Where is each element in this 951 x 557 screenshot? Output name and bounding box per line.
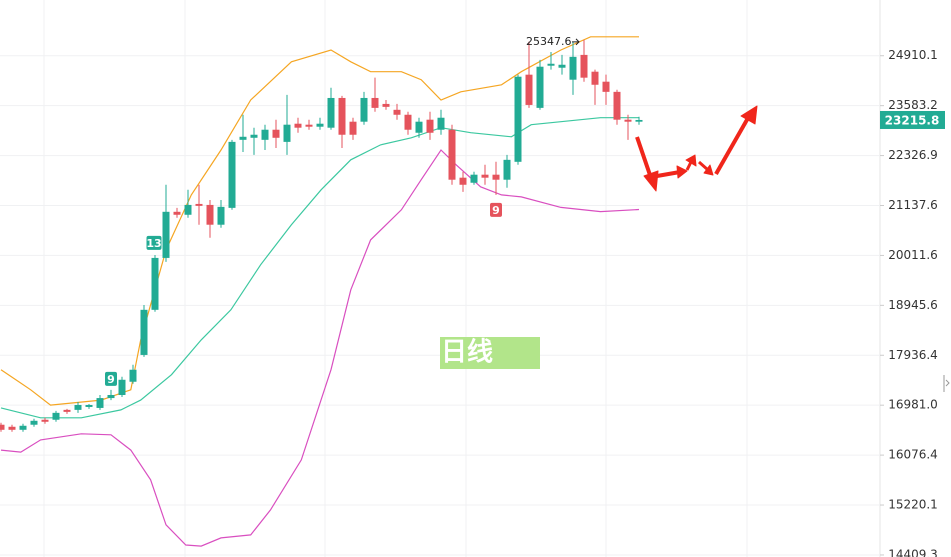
candle-body [118,379,126,395]
last-price: 23215.8 [885,113,940,127]
y-tick-label: 18945.6 [888,298,938,312]
candle-body [558,64,566,68]
candle-body [250,134,258,138]
candle-body [415,121,423,133]
max-label: 25347.6 [526,35,572,48]
marker-label: 9 [492,204,500,217]
candle-body [602,81,610,92]
arrow-head [643,170,659,192]
marker-tag [146,235,162,250]
arrow-line [714,117,750,175]
candle-body [19,425,27,430]
candle-body [305,124,313,127]
candle-body [272,129,280,138]
arrow-head [740,105,758,125]
max-arrow [572,38,580,46]
candle-body [349,121,357,135]
candle-body [184,204,192,215]
candle-body [481,174,489,178]
marker-label: 9 [107,373,115,386]
candle-body [327,97,335,128]
candle-body [261,129,269,140]
y-tick-label: 23583.2 [888,98,938,112]
drawn-arrows [635,105,758,192]
candle-body [492,174,500,180]
candle-body [547,63,555,66]
candle-body [470,174,478,183]
candle-body [217,206,225,225]
candle-body [382,103,390,107]
candle-body [283,124,291,142]
candle-body [536,66,544,108]
y-tick-label: 16076.4 [888,448,938,462]
candle-body [41,419,49,422]
candle-body [393,109,401,115]
candle-body [85,404,93,407]
y-tick-label: 15220.1 [888,498,938,512]
candle-body [8,426,16,430]
arrow-head [685,154,697,167]
candle-body [96,398,104,408]
candle-body [635,119,643,122]
candle-body [514,76,522,162]
y-tick-label: 22326.9 [888,148,938,162]
y-tick-label: 24910.1 [888,48,938,62]
candle-body [107,394,115,399]
candle-body [503,159,511,180]
candle-body [459,177,467,185]
y-tick-label: 14409.3 [888,547,938,557]
y-tick-label: 16981.0 [888,398,938,412]
marker-tag [105,371,117,386]
candle-body [52,412,60,420]
candle-body [624,119,632,122]
candle-body [173,211,181,215]
candle-body [228,141,236,208]
candle-body [613,91,621,120]
candle-body [360,97,368,122]
candle-body [426,119,434,133]
candle-body [591,71,599,85]
candle-body [30,420,38,425]
candle-body [162,211,170,258]
candle-body [206,204,214,225]
y-tick-label: 20011.6 [888,248,938,262]
candle-body [140,309,148,355]
candle-body [404,114,412,130]
watermark: 日线 [441,338,493,368]
candle-body [195,203,203,206]
arrow-head [676,165,688,179]
candle-body [316,123,324,127]
candle-body [371,97,379,108]
plot: 24910.1 23583.2 22326.9 21137.6 20011.6 18945… [0,35,938,557]
candle-body [294,123,302,128]
candle-body [129,369,137,382]
arrow-line [698,160,709,172]
band-line [0,149,640,547]
candle-body [63,409,71,412]
scroll-handle[interactable] [943,375,950,392]
marker-label: 13 [146,237,161,250]
arrow-head [703,164,714,176]
last-price-box [880,110,945,129]
candle-body [569,56,577,80]
candle-body [338,97,346,135]
candle-body [74,404,82,410]
candle-body [151,257,159,310]
y-tick-label: 17936.4 [888,348,938,362]
candle-body [437,117,445,130]
marker-tag [490,202,502,217]
arrow-line [656,170,681,178]
arrow-line [635,136,653,179]
candle-body [580,54,588,78]
watermark-box [440,337,540,369]
candle-body [525,74,533,105]
y-tick-label: 21137.6 [888,198,938,212]
band-line [0,117,639,419]
candle-body [448,129,456,180]
candle-body [239,136,247,140]
candle-body [0,424,5,430]
